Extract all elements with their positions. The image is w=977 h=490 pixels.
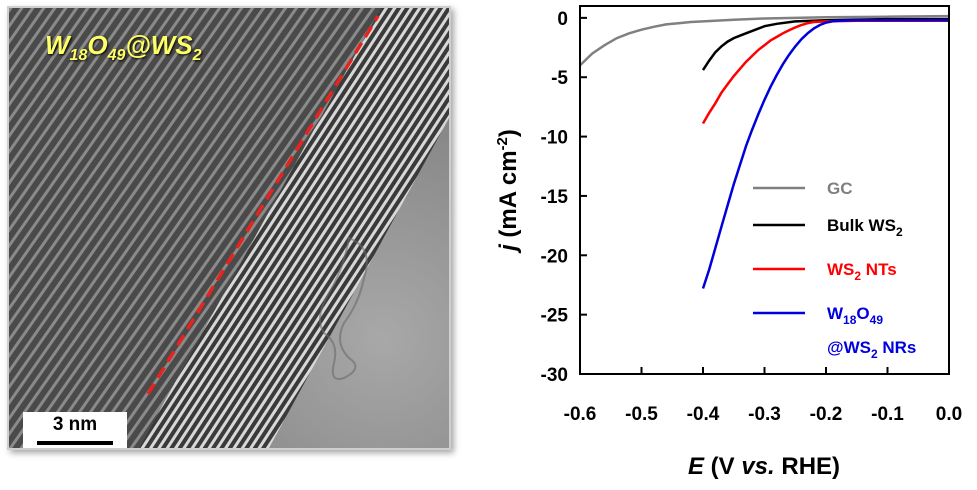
sample-label: W18O49@WS2 (45, 30, 202, 65)
series-layer (579, 14, 950, 289)
legend-label-ws2-nts: WS2 NTs (827, 260, 897, 283)
y-axis-title: j (mA cm-2) (494, 129, 522, 254)
y-tick-label: -25 (541, 306, 569, 327)
legend-label-bulk-ws2: Bulk WS2 (827, 216, 903, 239)
x-tick-label: -0.3 (748, 404, 781, 425)
y-tick-label: -15 (541, 187, 569, 208)
x-tick-label: -0.5 (625, 404, 658, 425)
y-tick-label: -20 (541, 246, 568, 267)
interface-dashed-line (146, 15, 380, 395)
y-tick-label: 0 (557, 9, 568, 30)
scale-bar: 3 nm (23, 412, 127, 448)
scale-bar-line (37, 441, 113, 445)
y-tick-label: -5 (551, 68, 568, 89)
series-line-3 (701, 18, 949, 289)
legend: GC Bulk WS2 WS2 NTs W18O49 @WS2 NRs (753, 179, 916, 361)
scale-bar-label: 3 nm (52, 414, 98, 435)
tem-amorphous-edge (319, 236, 368, 380)
tem-panel: W18O49@WS2 3 nm (0, 0, 460, 452)
y-tick-label: -30 (541, 365, 568, 386)
series-line-2 (701, 19, 949, 125)
lsv-chart: -0.6 -0.5 -0.4 -0.3 -0.2 -0.1 0.0 0 -5 -10 -15 -20 -… (494, 5, 963, 480)
legend-label-gc: GC (827, 179, 853, 198)
x-tick-label: 0.0 (936, 404, 962, 425)
tem-shell-region (139, 8, 449, 448)
tem-image-frame: W18O49@WS2 3 nm (7, 6, 451, 450)
plot-frame (579, 5, 950, 375)
series-line-0 (579, 14, 950, 67)
legend-label-ws2-nrs: @WS2 NRs (827, 338, 916, 361)
series-line-1 (701, 17, 949, 71)
x-tick-label: -0.4 (687, 404, 720, 425)
x-tick-label: -0.6 (564, 404, 597, 425)
legend-label-w18o49: W18O49 (827, 304, 883, 327)
y-tick-label: -10 (541, 128, 568, 149)
x-axis-title: E (V vs. RHE) (688, 453, 840, 480)
tem-core-region (9, 8, 381, 448)
ticks-layer: -0.6 -0.5 -0.4 -0.3 -0.2 -0.1 0.0 0 -5 -10 -15 -20 -… (541, 9, 963, 425)
x-tick-label: -0.2 (810, 404, 843, 425)
x-tick-label: -0.1 (871, 404, 904, 425)
tem-micrograph (9, 8, 449, 448)
